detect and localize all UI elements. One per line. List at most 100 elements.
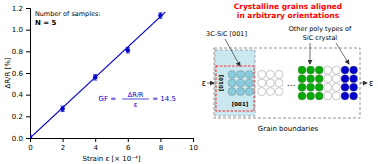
y-tick-label: 1.0 — [12, 26, 23, 34]
grain — [350, 75, 358, 83]
grain — [275, 79, 283, 87]
grain — [315, 75, 323, 83]
x-tick-mark — [160, 138, 161, 142]
grain — [350, 92, 358, 100]
grain — [228, 70, 236, 78]
error-bar — [30, 135, 32, 138]
error-bar — [93, 75, 97, 80]
unit-cell-box — [216, 66, 254, 111]
x-tick-mark — [63, 138, 64, 142]
grain-cluster — [298, 66, 323, 100]
label-3c: 3C-SiC [001] — [206, 30, 247, 38]
x-tick-label: 6 — [126, 144, 131, 152]
plot-panel: 02468100.00.20.40.60.81.01.2 — [12, 5, 198, 152]
grain — [258, 79, 266, 87]
x-tick-mark — [95, 138, 96, 142]
x-tick-mark — [128, 138, 129, 142]
x-tick: 2 — [61, 138, 65, 152]
diagram-title: Crystalline grains aligned — [234, 2, 342, 11]
y-axis-title: ΔR/R [%] — [4, 57, 12, 88]
grain — [315, 66, 323, 74]
figure: 02468100.00.20.40.60.81.01.2Strain ε [× … — [0, 0, 378, 164]
grain — [245, 79, 253, 87]
y-tick: 1.0 — [12, 26, 30, 34]
grain — [332, 83, 340, 91]
y-axis: 0.00.20.40.60.81.01.2 — [12, 5, 31, 143]
gf-fraction-line — [122, 99, 149, 100]
y-tick-mark — [26, 51, 30, 52]
grain — [298, 92, 306, 100]
grain-cluster — [258, 70, 283, 95]
grain — [341, 75, 349, 83]
error-bar — [158, 13, 162, 18]
x-tick: 0 — [28, 138, 32, 152]
strain-label: ε — [202, 79, 206, 88]
error-bar-cap — [61, 106, 65, 107]
x-axis-line — [31, 139, 194, 143]
grain — [324, 83, 332, 91]
grain — [258, 88, 266, 96]
y-tick: 0.6 — [12, 70, 30, 78]
fit-line — [30, 12, 165, 138]
grain — [298, 75, 306, 83]
pointer-arrow — [225, 39, 240, 66]
error-bar-cap — [93, 74, 97, 75]
gf-denominator: ε — [134, 101, 138, 109]
data-point — [60, 106, 65, 111]
error-bar-cap — [158, 12, 162, 13]
grain — [237, 88, 245, 96]
grain — [307, 92, 315, 100]
grain-cluster — [341, 66, 358, 100]
label-grain-boundaries: Grain boundaries — [258, 125, 319, 133]
pointer-arrow — [310, 43, 311, 64]
error-bar-cap — [158, 18, 162, 19]
y-tick-mark — [26, 95, 30, 96]
y-tick-label: 0.8 — [12, 48, 23, 56]
grain — [245, 70, 253, 78]
grain — [307, 83, 315, 91]
grain — [315, 83, 323, 91]
grain — [315, 92, 323, 100]
y-tick-mark — [26, 30, 30, 31]
y-tick-label: 0.2 — [12, 113, 23, 121]
y-tick-mark — [26, 116, 30, 117]
label-other: Other poly types of — [289, 25, 352, 33]
y-axis-line — [26, 9, 31, 139]
y-tick-label: 0.6 — [12, 70, 24, 78]
ellipsis: ... — [287, 78, 296, 88]
x-tick-label: 8 — [159, 144, 163, 152]
x-tick: 6 — [126, 138, 131, 152]
grain — [324, 92, 332, 100]
grain — [350, 83, 358, 91]
gf-numerator: ΔR/R — [128, 91, 144, 99]
grain — [275, 70, 283, 78]
grain — [350, 66, 358, 74]
grain — [237, 79, 245, 87]
grain — [275, 88, 283, 96]
data-point — [30, 136, 32, 138]
error-bar-cap — [93, 80, 97, 81]
error-bar-cap — [30, 135, 32, 136]
grain-cluster — [228, 70, 253, 95]
strain-label: ε — [369, 79, 373, 88]
annotation-samples: Number of samples: — [35, 10, 101, 18]
grain — [341, 66, 349, 74]
error-bar-cap — [61, 111, 65, 112]
x-axis: 0246810 — [28, 138, 198, 152]
grain — [307, 66, 315, 74]
grain — [266, 79, 274, 87]
gf-label: GF = — [98, 95, 116, 103]
y-tick-mark — [26, 73, 30, 74]
x-tick-label: 10 — [189, 144, 198, 152]
label-other: SiC crystal — [303, 34, 338, 42]
annotation-n: N = 5 — [35, 19, 57, 27]
grain — [324, 75, 332, 83]
y-tick: 0.8 — [12, 48, 30, 56]
pointer-arrow — [336, 43, 349, 64]
y-tick: 1.2 — [12, 5, 30, 13]
y-tick-label: 0.4 — [12, 91, 24, 99]
grain — [324, 66, 332, 74]
grain — [332, 75, 340, 83]
x-tick: 10 — [189, 138, 198, 152]
error-bar — [61, 106, 65, 111]
